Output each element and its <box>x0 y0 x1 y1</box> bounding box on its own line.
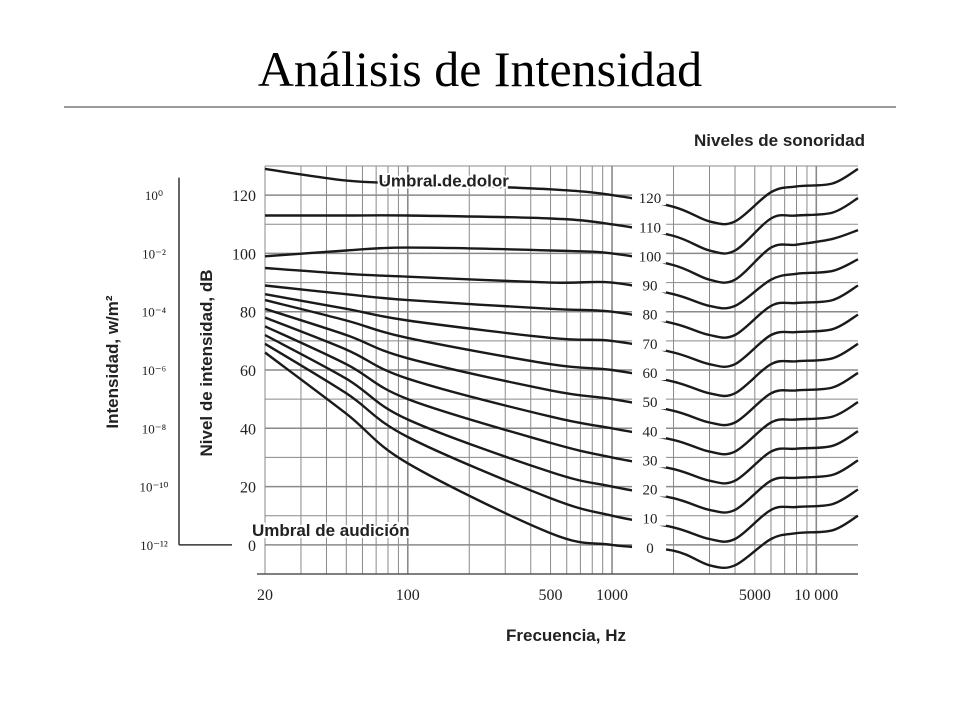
phon-label-50: 50 <box>643 395 658 411</box>
intensity-tick-label: 10⁻⁴ <box>142 305 167 320</box>
phon-label-bg <box>632 538 667 555</box>
phon-label-70: 70 <box>643 337 658 353</box>
slide-title: Análisis de Intensidad <box>257 41 703 97</box>
x-axis-label: Frecuencia, Hz <box>506 626 626 645</box>
phon-label-80: 80 <box>643 308 658 324</box>
phon-label-bg <box>632 189 667 206</box>
loudness-curve-120 <box>264 167 859 226</box>
y-tick-label: 40 <box>240 421 256 438</box>
loudness-curve-60 <box>264 298 859 398</box>
phon-label-90: 90 <box>643 279 658 295</box>
y-tick-label: 60 <box>240 363 256 380</box>
phon-label-bg <box>632 480 667 497</box>
x-tick-label: 100 <box>396 587 420 604</box>
hearing-threshold-label: Umbral de audición <box>252 521 410 540</box>
phon-label-bg <box>632 393 667 410</box>
y-tick-label: 20 <box>240 480 256 497</box>
loudness-curve-110 <box>265 197 859 255</box>
phon-label-40: 40 <box>643 424 658 440</box>
x-tick-label: 500 <box>539 587 563 604</box>
phon-label-bg <box>632 334 667 351</box>
loudness-curve-40 <box>264 316 859 456</box>
loudness-curve-100 <box>264 228 859 284</box>
phon-label-bg <box>632 509 667 526</box>
intensity-tick-label: 10⁻² <box>142 246 166 261</box>
phon-label-bg <box>632 276 667 293</box>
phon-label-bg <box>632 364 667 380</box>
phon-label-bg <box>632 247 667 264</box>
phon-label-100: 100 <box>639 249 662 265</box>
secondary-y-axis-label: Intensidad, w/m² <box>103 295 122 429</box>
phon-label-120: 120 <box>639 191 662 207</box>
pain-threshold-label: Umbral de dolor <box>379 171 510 190</box>
intensity-tick-label: 10⁰ <box>145 188 163 203</box>
chart-curves <box>264 167 859 570</box>
x-tick-label: 5000 <box>739 587 771 604</box>
phon-label-60: 60 <box>643 366 658 382</box>
intensity-tick-label: 10⁻¹² <box>140 538 168 553</box>
phon-label-bg <box>632 422 667 439</box>
loudness-curve-10 <box>264 342 859 543</box>
intensity-tick-label: 10⁻⁸ <box>142 421 167 436</box>
phon-label-110: 110 <box>639 220 661 236</box>
loudness-curve-20 <box>264 333 859 514</box>
intensity-tick-label: 10⁻⁶ <box>142 363 166 378</box>
loudness-curve-90 <box>264 258 859 310</box>
y-tick-label: 120 <box>232 188 256 205</box>
y-tick-label: 80 <box>240 305 256 322</box>
phon-label-20: 20 <box>643 483 658 499</box>
chart-labels: Niveles de sonoridad Frecuencia, Hz Nive… <box>103 131 865 645</box>
x-tick-label: 1000 <box>596 587 628 604</box>
phon-label-bg <box>632 218 667 235</box>
y-axis-label: Nivel de intensidad, dB <box>197 269 216 456</box>
loudness-curve-70 <box>264 293 859 369</box>
phon-label-bg <box>632 451 667 468</box>
phon-label-bg <box>632 305 667 322</box>
loudness-curve-50 <box>264 307 859 427</box>
phon-label-0: 0 <box>646 541 654 557</box>
x-tick-label: 20 <box>257 587 273 604</box>
intensity-tick-label: 10⁻¹⁰ <box>140 480 169 495</box>
loudness-curve-80 <box>264 284 859 339</box>
y-tick-label: 100 <box>232 246 256 263</box>
y-tick-label: 0 <box>248 538 256 555</box>
phon-label-10: 10 <box>643 512 658 528</box>
chart-title: Niveles de sonoridad <box>694 131 865 150</box>
loudness-curve-0 <box>264 351 859 570</box>
loudness-curve-30 <box>264 325 859 485</box>
x-tick-label: 10 000 <box>794 587 838 604</box>
phon-label-30: 30 <box>643 453 658 469</box>
title-divider <box>64 106 896 108</box>
